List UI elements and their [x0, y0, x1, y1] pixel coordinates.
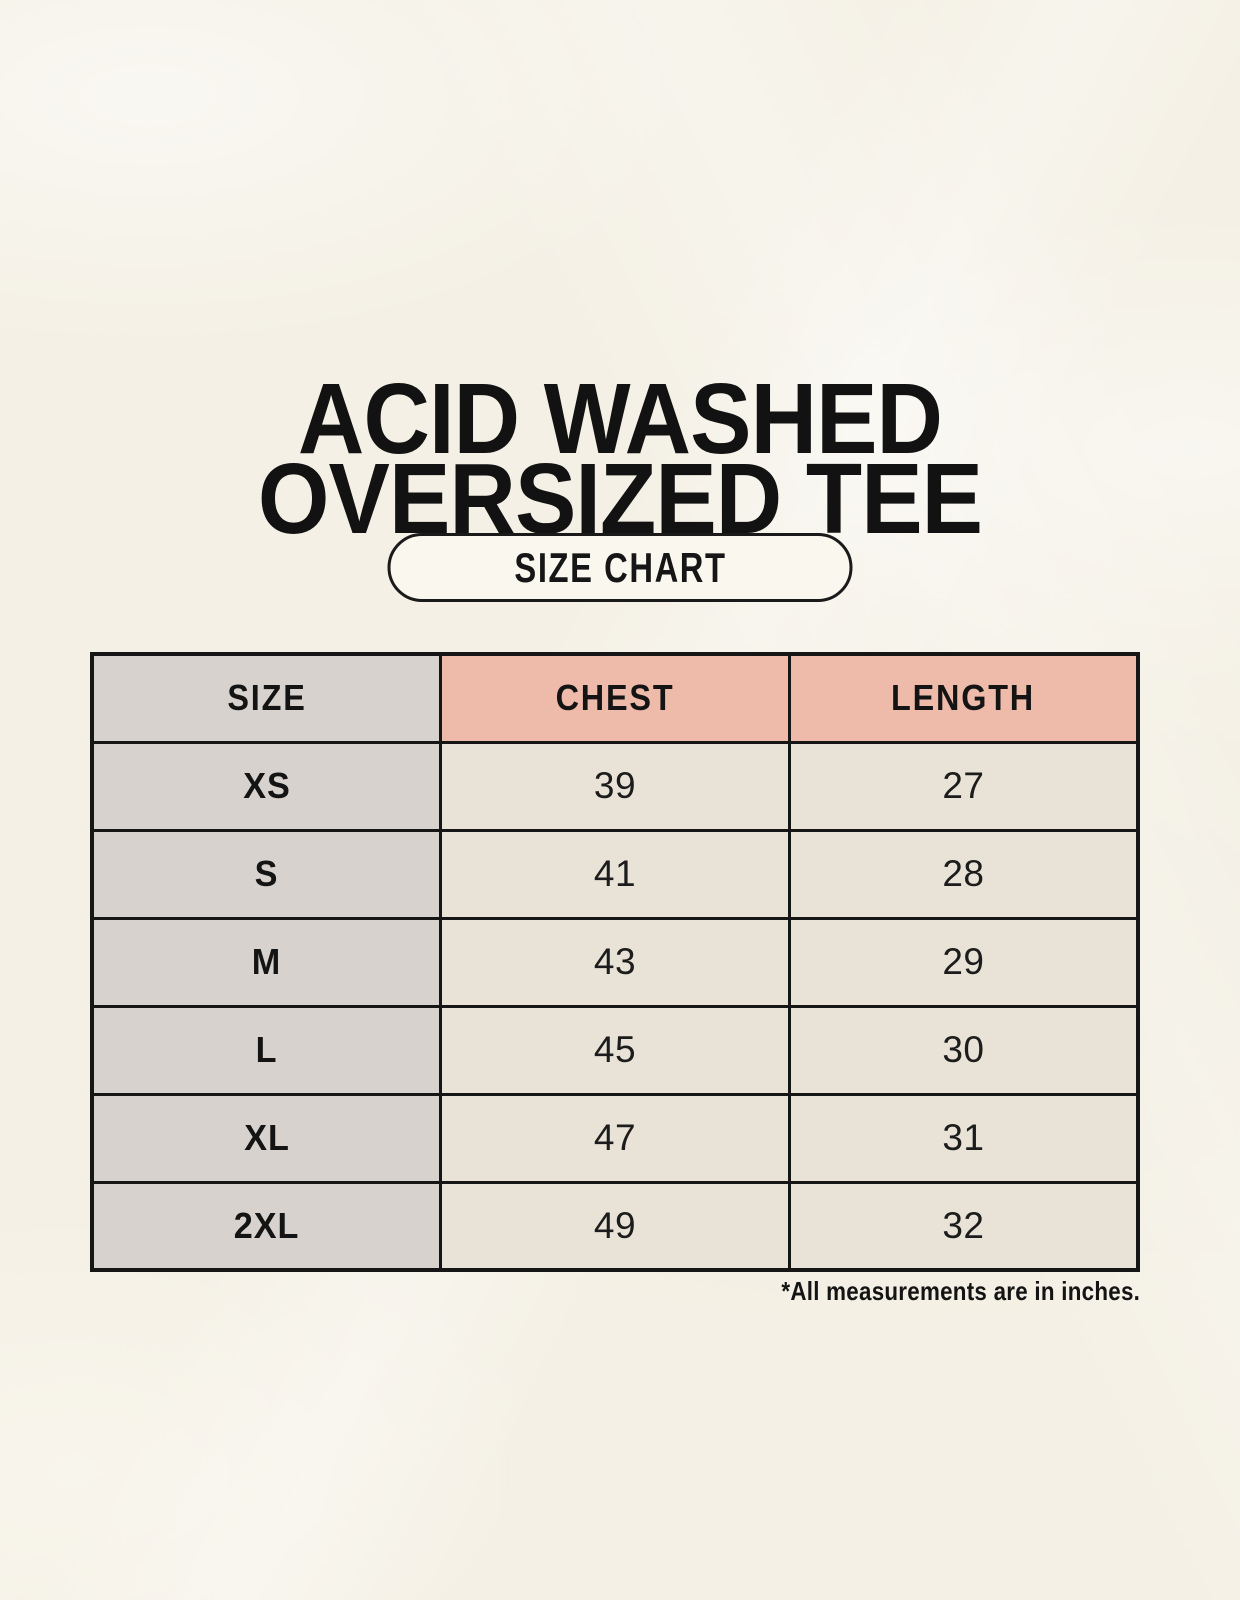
table-row: L 45 30: [90, 1004, 1140, 1096]
column-header-length: LENGTH: [787, 652, 1140, 744]
table-row: XL 47 31: [90, 1092, 1140, 1184]
size-label-cell: XL: [90, 1092, 443, 1184]
size-label-cell: M: [90, 916, 443, 1008]
size-label-cell: 2XL: [90, 1180, 443, 1272]
length-value-cell: 27: [787, 740, 1140, 832]
product-title: ACID WASHED OVERSIZED TEE: [0, 363, 1240, 555]
product-title-line-2: OVERSIZED TEE: [257, 443, 983, 555]
length-value-cell: 28: [787, 828, 1140, 920]
length-value-cell: 29: [787, 916, 1140, 1008]
size-chart-badge: SIZE CHART: [387, 533, 853, 602]
size-label-cell: XS: [90, 740, 443, 832]
table-header-row: SIZE CHEST LENGTH: [90, 652, 1140, 744]
product-title-line-1: ACID WASHED: [297, 363, 943, 475]
length-value-cell: 30: [787, 1004, 1140, 1096]
chest-value-cell: 41: [439, 828, 791, 920]
chest-value-cell: 43: [439, 916, 791, 1008]
table-row: XS 39 27: [90, 740, 1140, 832]
table-row: S 41 28: [90, 828, 1140, 920]
chest-value-cell: 49: [439, 1180, 791, 1272]
table-row: 2XL 49 32: [90, 1180, 1140, 1272]
table-row: M 43 29: [90, 916, 1140, 1008]
chest-value-cell: 45: [439, 1004, 791, 1096]
size-label-cell: S: [90, 828, 443, 920]
chest-value-cell: 39: [439, 740, 791, 832]
size-chart-table: SIZE CHEST LENGTH XS 39 27 S 41 28 M 43 …: [90, 652, 1140, 1272]
length-value-cell: 32: [787, 1180, 1140, 1272]
column-header-chest: CHEST: [439, 652, 791, 744]
length-value-cell: 31: [787, 1092, 1140, 1184]
measurement-footnote: *All measurements are in inches.: [781, 1276, 1140, 1306]
size-label-cell: L: [90, 1004, 443, 1096]
size-chart-badge-label: SIZE CHART: [513, 543, 727, 591]
chest-value-cell: 47: [439, 1092, 791, 1184]
column-header-size: SIZE: [90, 652, 443, 744]
